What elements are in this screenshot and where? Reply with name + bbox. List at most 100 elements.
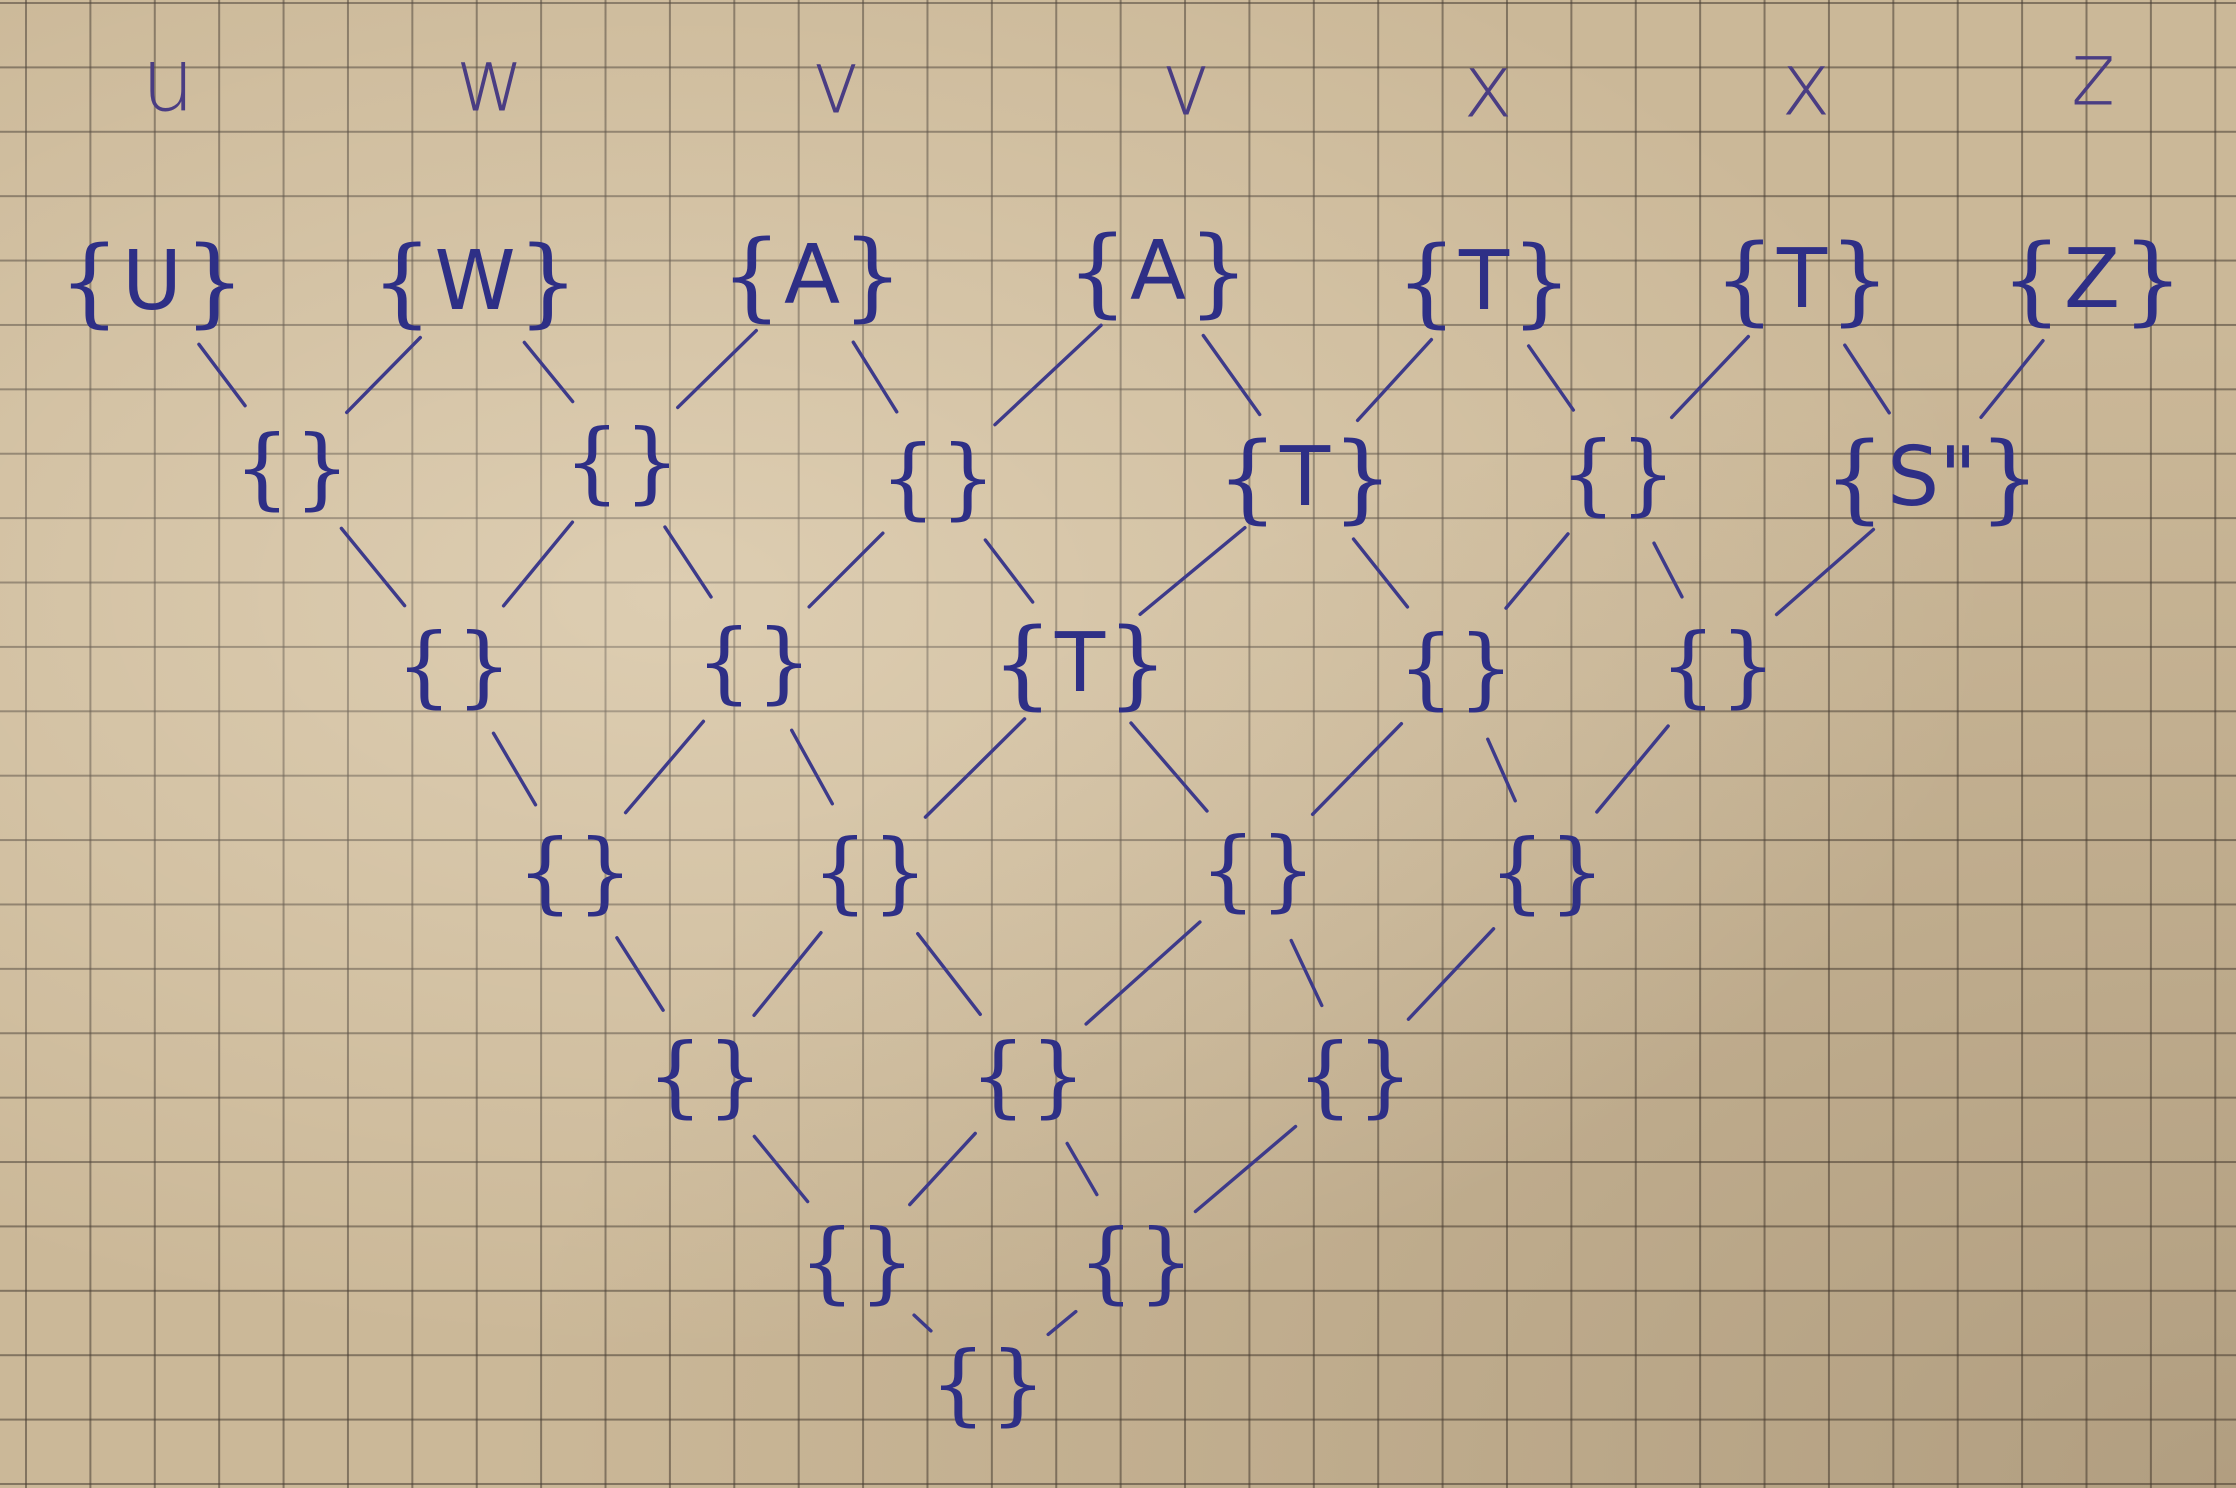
close-brace: } [1332, 422, 1394, 534]
lattice-edge-7 [1201, 333, 1262, 417]
set-node-r1-c4: {A} [1067, 224, 1249, 320]
set-node-r4-c1: {} [517, 828, 633, 916]
open-brace: { [1824, 422, 1886, 534]
close-brace: } [1978, 422, 2040, 534]
set-node-r2-c4: {T} [1217, 430, 1393, 526]
set-element: S" [1887, 430, 1977, 525]
lattice-edge-3 [522, 340, 575, 404]
lattice-edge-42 [1046, 1309, 1078, 1337]
set-element: T [1054, 616, 1106, 711]
set-node-r2-c1: {} [234, 424, 350, 512]
set-node-r6-c1: {} [799, 1218, 915, 1306]
lattice-edge-39 [1065, 1141, 1099, 1197]
open-brace: { [1660, 614, 1716, 717]
column-label-1: u [141, 28, 195, 132]
lattice-edge-23 [491, 731, 538, 807]
lattice-edge-13 [339, 526, 407, 608]
lattice-edge-11 [1843, 343, 1891, 415]
lattice-edge-12 [1979, 338, 2045, 420]
set-node-r3-c3: {T} [992, 616, 1168, 712]
lattice-edge-21 [1652, 541, 1684, 599]
open-brace: { [1560, 422, 1616, 525]
open-brace: { [1216, 422, 1278, 534]
close-brace: } [1107, 608, 1169, 720]
open-brace: { [564, 410, 620, 513]
lattice-edge-27 [1129, 721, 1209, 813]
lattice-edge-22 [1774, 527, 1876, 617]
lattice-edge-41 [912, 1313, 933, 1333]
lattice-edge-34 [1084, 920, 1202, 1026]
close-brace: } [577, 820, 633, 923]
open-brace: { [517, 820, 573, 923]
set-node-r5-c2: {} [970, 1032, 1086, 1120]
set-node-r4-c2: {} [812, 828, 928, 916]
open-brace: { [720, 220, 782, 332]
set-node-r1-c7: {Z} [2001, 232, 2183, 328]
lattice-edge-25 [790, 728, 834, 806]
column-label-2: w [455, 28, 525, 132]
close-brace: } [756, 610, 812, 713]
lattice-edge-6 [993, 323, 1103, 427]
open-brace: { [58, 226, 120, 338]
set-node-r2-c3: {} [880, 434, 996, 522]
open-brace: { [799, 1210, 855, 1313]
column-label-5: x [1463, 34, 1513, 138]
open-brace: { [991, 608, 1053, 720]
close-brace: } [184, 226, 246, 338]
set-node-r3-c2: {} [696, 618, 812, 706]
lattice-edge-32 [752, 930, 823, 1018]
close-brace: } [1549, 820, 1605, 923]
open-brace: { [880, 426, 936, 529]
set-element: Z [2063, 232, 2121, 327]
close-brace: } [707, 1024, 763, 1127]
close-brace: } [2122, 224, 2184, 336]
lattice-edge-37 [752, 1134, 810, 1204]
set-node-r3-c4: {} [1398, 624, 1514, 712]
set-node-r1-c2: {W} [371, 234, 578, 330]
close-brace: } [1030, 1024, 1086, 1127]
close-brace: } [1829, 224, 1891, 336]
open-brace: { [647, 1024, 703, 1127]
lattice-edge-2 [345, 335, 422, 415]
set-node-r7-c1: {} [930, 1340, 1046, 1428]
lattice-edge-15 [663, 525, 713, 599]
close-brace: } [940, 426, 996, 529]
open-brace: { [1489, 820, 1545, 923]
lattice-edge-20 [1504, 532, 1570, 610]
close-brace: } [1511, 226, 1573, 338]
column-label-7: z [2070, 22, 2116, 126]
lattice-edge-16 [807, 531, 885, 609]
set-node-r1-c1: {U} [59, 234, 245, 330]
lattice-edge-5 [851, 340, 899, 414]
open-brace: { [396, 614, 452, 717]
set-element: U [121, 234, 183, 329]
set-element: A [1129, 224, 1187, 319]
close-brace: } [859, 1210, 915, 1313]
lattice-edge-33 [916, 931, 982, 1017]
set-node-r5-c3: {} [1297, 1032, 1413, 1120]
close-brace: } [1138, 1210, 1194, 1313]
lattice-edge-36 [1406, 927, 1496, 1021]
set-node-r1-c3: {A} [721, 228, 903, 324]
lattice-edge-1 [197, 342, 247, 408]
open-brace: { [1297, 1024, 1353, 1127]
set-node-r2-c6: {S"} [1824, 430, 2040, 526]
set-node-r1-c5: {T} [1396, 234, 1572, 330]
column-label-6: x [1781, 32, 1831, 136]
column-label-4: v [1161, 32, 1211, 136]
set-element: T [1458, 234, 1510, 329]
lattice-edge-26 [923, 717, 1027, 819]
set-node-r4-c4: {} [1489, 828, 1605, 916]
open-brace: { [1398, 616, 1454, 719]
open-brace: { [1066, 216, 1128, 328]
set-node-r5-c1: {} [647, 1032, 763, 1120]
open-brace: { [371, 226, 433, 338]
open-brace: { [930, 1332, 986, 1435]
open-brace: { [1713, 224, 1775, 336]
lattice-edge-29 [1486, 737, 1517, 803]
set-node-r2-c5: {} [1560, 430, 1676, 518]
open-brace: { [696, 610, 752, 713]
lattice-edge-19 [1351, 537, 1410, 609]
